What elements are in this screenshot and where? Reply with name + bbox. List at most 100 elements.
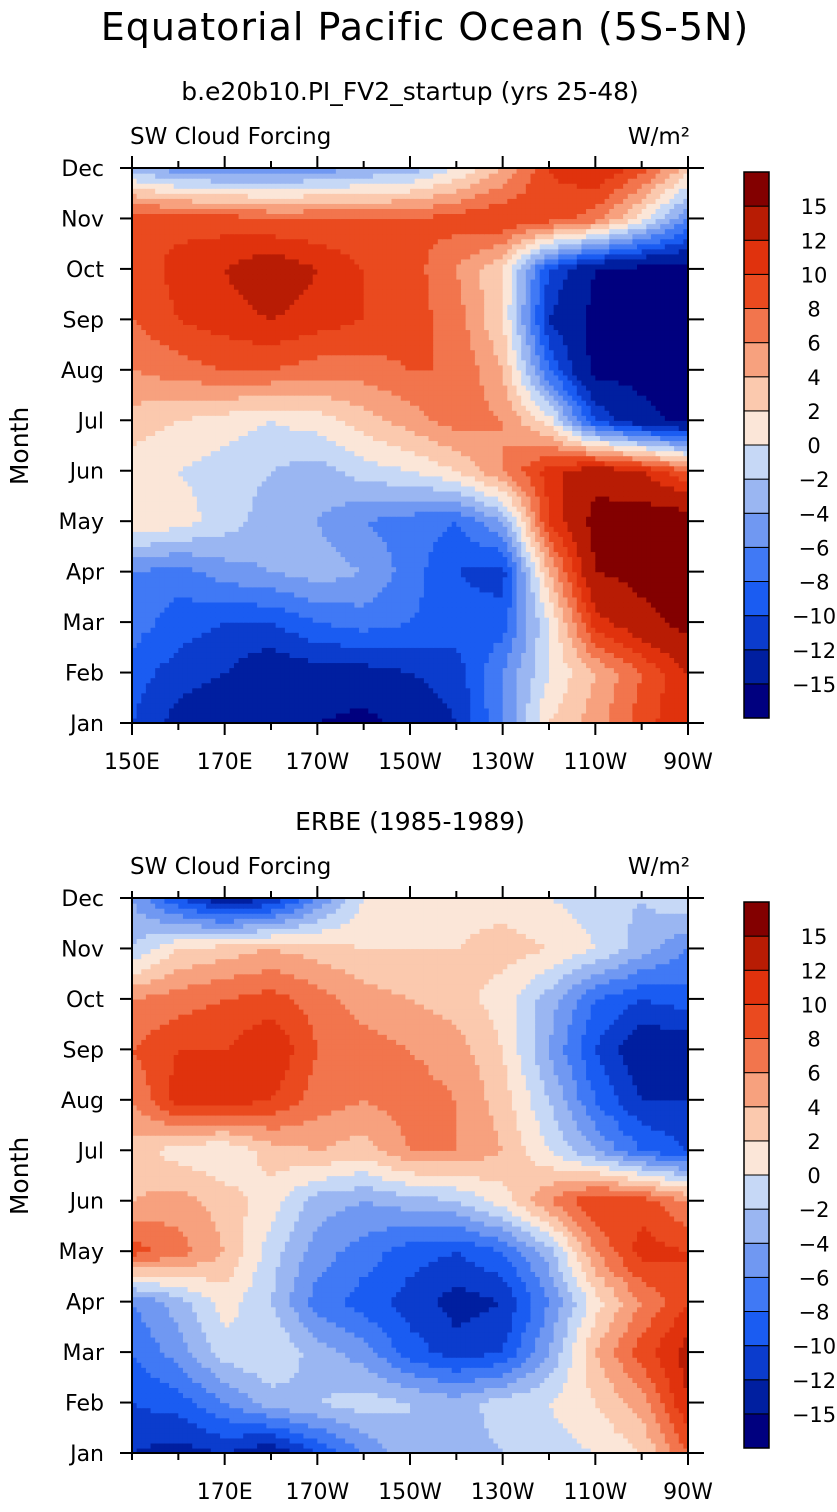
contour-cell [308,693,313,699]
contour-cell [665,698,670,704]
contour-cell [341,683,346,689]
contour-cell [419,683,424,689]
contour-cell [466,678,471,684]
contour-cell [614,668,619,674]
contour-cell [202,703,207,709]
contour-cell [354,683,359,689]
contour-cell [225,698,230,704]
contour-cell [415,703,420,709]
contour-cell [637,688,642,694]
contour-cell [637,703,642,709]
contour-cell [183,657,188,663]
contour-cell [540,703,545,709]
contour-cell [322,668,327,674]
contour-cell [188,668,193,674]
contour-cell [632,662,637,668]
contour-cell [619,683,624,689]
contour-cell [609,668,614,674]
contour-cell [327,683,332,689]
contour-cell [285,668,290,674]
contour-cell [327,693,332,699]
contour-cell [480,683,485,689]
contour-cell [248,662,253,668]
contour-cell [243,678,248,684]
contour-cell [378,713,383,719]
contour-cell [517,678,522,684]
contour-cell [317,698,322,704]
contour-cell [577,673,582,679]
contour-cell [419,708,424,714]
contour-cell [605,683,610,689]
contour-cell [359,662,364,668]
contour-cell [660,713,665,719]
contour-cell [364,708,369,714]
contour-cell [262,662,267,668]
contour-cell [623,703,628,709]
contour-cell [359,693,364,699]
contour-cell [285,703,290,709]
contour-cell [225,668,230,674]
contour-cell [276,703,281,709]
contour-cell [248,683,253,689]
contour-cell [530,678,535,684]
contour-cell [197,673,202,679]
contour-cell [558,703,563,709]
contour-cell [456,703,461,709]
contour-cell [146,673,151,679]
contour-cell [665,683,670,689]
contour-cell [461,683,466,689]
contour-cell [429,703,434,709]
contour-cell [614,673,619,679]
contour-cell [554,683,559,689]
contour-cell [387,708,392,714]
contour-cell [174,673,179,679]
contour-cell [405,698,410,704]
contour-cell [581,678,586,684]
contour-cell [563,708,568,714]
contour-cell [188,678,193,684]
contour-cell [646,713,651,719]
contour-cell [480,703,485,709]
contour-cell [466,708,471,714]
contour-cell [642,688,647,694]
contour-cell [600,698,605,704]
contour-cell [391,668,396,674]
contour-cell [595,662,600,668]
contour-cell [396,668,401,674]
contour-cell [679,683,684,689]
contour-cell [632,688,637,694]
contour-cell [215,698,220,704]
contour-cell [674,693,679,699]
contour-cell [313,713,318,719]
contour-cell [252,683,257,689]
contour-cell [202,683,207,689]
contour-cell [581,698,586,704]
contour-cell [461,703,466,709]
contour-cell [345,713,350,719]
contour-cell [364,698,369,704]
contour-cell [322,662,327,668]
contour-cell [581,662,586,668]
contour-cell [206,713,211,719]
contour-cell [303,683,308,689]
contour-cell [405,703,410,709]
contour-cell [540,668,545,674]
contour-cell [294,693,299,699]
contour-cell [674,698,679,704]
contour-cell [202,713,207,719]
contour-cell [540,713,545,719]
contour-cell [229,698,234,704]
contour-cell [382,693,387,699]
contour-cell [308,668,313,674]
contour-cell [248,657,253,663]
contour-cell [674,703,679,709]
contour-cell [651,683,656,689]
contour-cell [188,708,193,714]
contour-cell [493,662,498,668]
contour-cell [563,673,568,679]
contour-cell [331,698,336,704]
contour-cell [433,678,438,684]
contour-cell [452,708,457,714]
contour-cell [303,713,308,719]
contour-cell [322,657,327,663]
